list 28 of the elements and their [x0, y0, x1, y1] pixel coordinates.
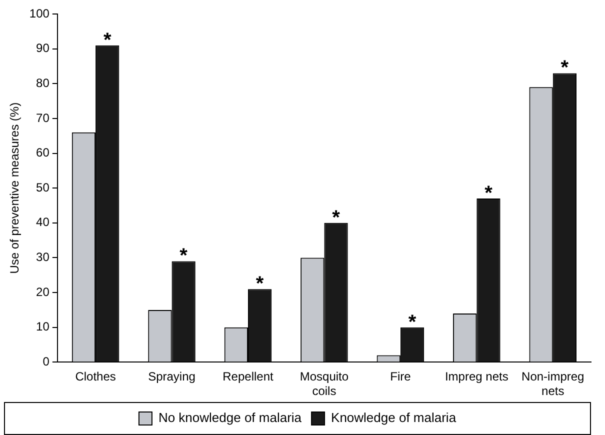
y-tick-label: 0: [42, 354, 50, 369]
y-tick-label: 20: [36, 284, 50, 299]
y-axis-title: Use of preventive measures (%): [8, 102, 22, 274]
legend-label: No knowledge of malaria: [158, 410, 302, 426]
annotation: *: [332, 206, 340, 229]
y-tick-label: 60: [36, 146, 50, 160]
annotation: *: [484, 182, 493, 205]
x-tick-label: Clothes: [75, 370, 116, 384]
y-tick-label: 30: [36, 250, 50, 264]
x-tick-label: Mosquito coils: [300, 370, 349, 398]
y-tick-label: 90: [36, 41, 50, 56]
annotation: *: [560, 57, 569, 80]
y-tick-label: 100: [29, 6, 50, 20]
x-tick-label: Non-impreg nets: [522, 370, 584, 398]
x-tick-label: Spraying: [148, 370, 196, 384]
annotation: *: [103, 29, 112, 52]
x-tick-label: Impreg nets: [444, 370, 508, 384]
y-tick-label: 80: [36, 76, 50, 90]
annotation: *: [256, 273, 264, 296]
annotation: *: [408, 311, 416, 334]
legend-label: Knowledge of malaria: [331, 410, 457, 426]
x-tick-label: Repellent: [222, 370, 274, 384]
x-tick-label: Fire: [390, 370, 412, 384]
y-tick-label: 10: [36, 320, 50, 334]
y-tick-label: 40: [36, 215, 50, 230]
annotation: *: [180, 245, 188, 268]
y-tick-label: 70: [36, 110, 50, 125]
y-tick-label: 50: [36, 180, 50, 194]
